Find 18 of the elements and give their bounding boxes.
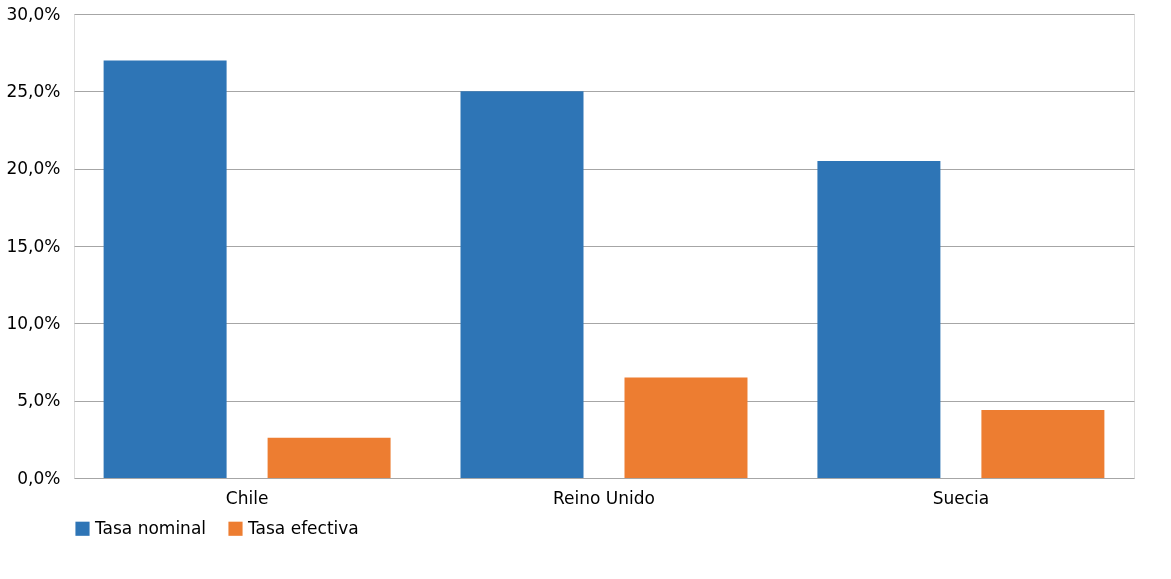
bar <box>103 60 227 478</box>
bar <box>817 160 941 478</box>
bar <box>624 377 748 478</box>
bar <box>267 437 391 478</box>
y-tick-label: 5,0% <box>17 390 61 411</box>
y-tick-label: 25,0% <box>6 80 61 101</box>
x-tick-label: Suecia <box>932 487 990 508</box>
bar <box>460 91 584 478</box>
bar <box>981 409 1105 478</box>
y-tick-label: 0,0% <box>17 467 61 488</box>
x-tick-label: Chile <box>225 487 269 508</box>
legend-label: Tasa nominal <box>94 517 207 538</box>
legend-label: Tasa efectiva <box>247 517 359 538</box>
y-tick-label: 30,0% <box>6 3 61 24</box>
y-tick-label: 20,0% <box>6 158 61 179</box>
y-tick-label: 10,0% <box>6 312 61 333</box>
y-tick-label: 15,0% <box>6 235 61 256</box>
x-tick-label: Reino Unido <box>553 487 655 508</box>
